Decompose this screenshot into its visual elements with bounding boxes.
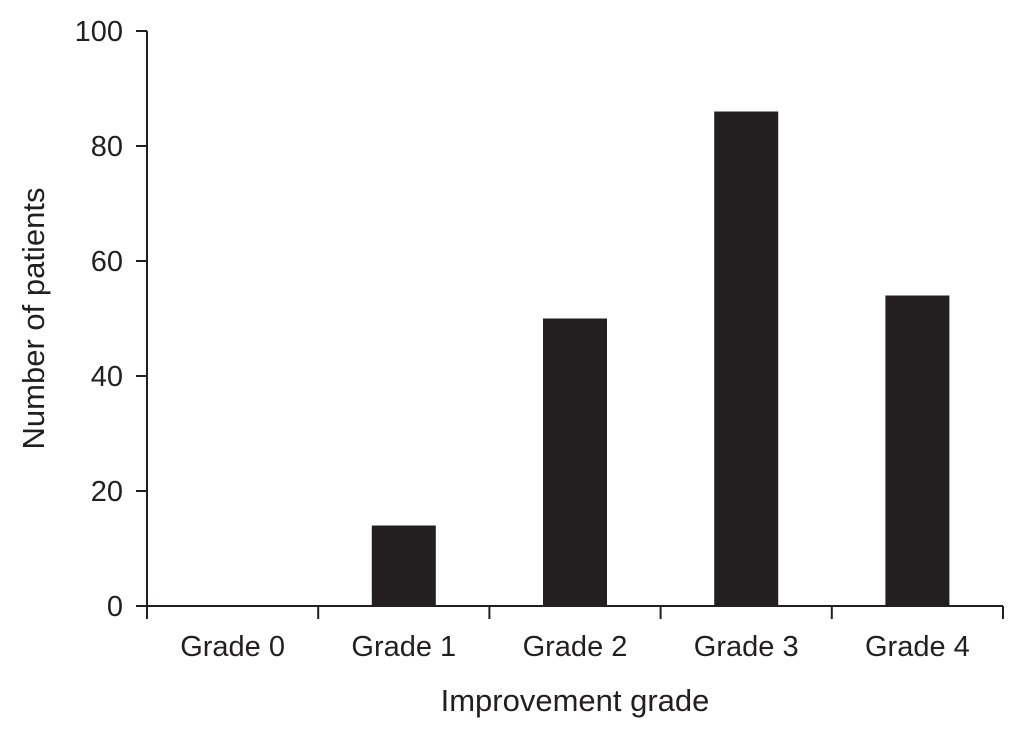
x-axis-title: Improvement grade [441, 683, 710, 718]
x-tick-label: Grade 4 [865, 631, 970, 663]
x-tick-label: Grade 0 [180, 631, 285, 663]
bars-layer [371, 111, 950, 606]
y-tick-label: 60 [91, 246, 123, 278]
y-tick-label: 0 [107, 591, 123, 623]
x-tick-label: Grade 2 [523, 631, 628, 663]
y-axis-title: Number of patients [16, 188, 51, 450]
x-tick-label: Grade 3 [694, 631, 799, 663]
x-ticks: Grade 0 Grade 1 Grade 2 Grade 3 Grade 4 [146, 606, 1004, 663]
y-ticks: 0 20 40 60 80 100 [75, 16, 147, 623]
axes-layer [136, 31, 1003, 607]
x-tick-label: Grade 1 [351, 631, 456, 663]
y-tick-label: 80 [91, 131, 123, 163]
bar-grade-2 [543, 318, 607, 606]
bar-grade-4 [885, 295, 950, 606]
y-tick-label: 20 [91, 476, 123, 508]
y-tick-label: 100 [75, 16, 123, 48]
y-tick-label: 40 [91, 361, 123, 393]
bar-grade-1 [371, 525, 436, 606]
bar-grade-3 [714, 111, 779, 606]
